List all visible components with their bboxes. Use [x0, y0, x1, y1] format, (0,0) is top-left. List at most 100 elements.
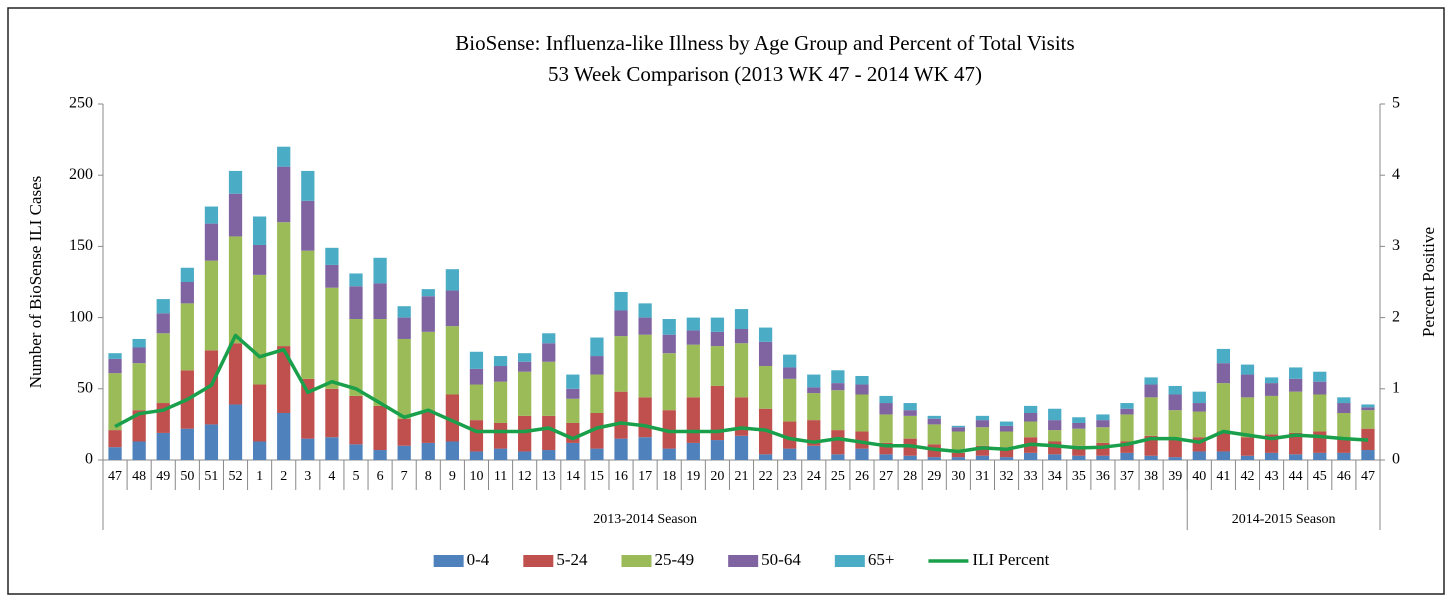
bar [734, 435, 749, 460]
bar [783, 421, 797, 449]
bar [1144, 377, 1158, 385]
bar [1120, 452, 1134, 460]
x-tick-label: 22 [759, 469, 773, 484]
bar [445, 441, 459, 460]
bar [1096, 442, 1110, 456]
bar [397, 306, 411, 318]
bar [180, 267, 194, 282]
bar [951, 427, 965, 432]
bar [1240, 374, 1255, 398]
x-tick-label: 34 [1048, 469, 1062, 484]
bar [1192, 451, 1206, 460]
bar [1168, 394, 1182, 411]
bar [228, 236, 243, 344]
bar [325, 437, 339, 460]
bar [831, 390, 845, 431]
group-label: 2013-2014 Season [593, 512, 697, 527]
bar [1168, 385, 1182, 395]
y2-tick-label: 3 [1392, 237, 1400, 254]
bar [421, 289, 435, 297]
bar [951, 425, 965, 428]
legend-label: ILI Percent [972, 550, 1049, 569]
bar [445, 290, 459, 327]
bar [277, 166, 291, 223]
bar [879, 395, 893, 404]
bar [1361, 404, 1375, 408]
bar [758, 341, 773, 367]
bar [301, 438, 315, 460]
bar [349, 395, 363, 445]
bar [1216, 431, 1231, 452]
y-tick-label: 0 [85, 451, 93, 468]
bar [349, 286, 363, 320]
bar [132, 363, 146, 411]
y2-tick-label: 4 [1392, 166, 1400, 183]
bar [662, 448, 676, 460]
bar [807, 393, 821, 421]
bar [1120, 408, 1134, 415]
x-tick-label: 35 [1072, 469, 1086, 484]
bar [1361, 450, 1375, 460]
bar [1144, 397, 1158, 436]
bar [566, 442, 580, 460]
bar [951, 457, 965, 460]
bar [566, 398, 580, 423]
bar [1216, 363, 1231, 384]
x-tick-label: 27 [879, 469, 893, 484]
bar [252, 244, 267, 275]
x-tick-label: 6 [377, 469, 384, 484]
bar [590, 356, 604, 375]
bar [1216, 348, 1231, 364]
bar [1024, 421, 1038, 438]
y-axis-title: Number of BioSense ILI Cases [26, 176, 45, 388]
bar [518, 451, 532, 460]
bar [132, 410, 146, 442]
bar [180, 282, 194, 304]
bar [397, 445, 411, 460]
chart-frame [7, 7, 1445, 595]
x-tick-label: 30 [951, 469, 965, 484]
bar [975, 445, 990, 456]
bar [879, 414, 893, 443]
x-tick-label: 20 [710, 469, 724, 484]
bar [734, 328, 749, 344]
bar [662, 319, 676, 335]
bar [1072, 422, 1086, 429]
x-tick-label: 51 [204, 469, 218, 484]
x-tick-label: 36 [1096, 469, 1110, 484]
bar [132, 347, 146, 364]
bar [325, 388, 339, 438]
bar [1120, 403, 1134, 409]
bar [445, 394, 459, 442]
bar [301, 250, 315, 379]
bar [614, 291, 628, 311]
bar [927, 424, 941, 445]
bar [421, 410, 435, 443]
bar [518, 371, 532, 416]
bar [156, 313, 170, 334]
bar [1096, 420, 1110, 428]
bar [1313, 394, 1327, 432]
bar [710, 331, 725, 347]
x-tick-label: 19 [686, 469, 700, 484]
bar [108, 373, 122, 431]
bar [349, 444, 363, 460]
bar [1337, 397, 1351, 404]
bar [1048, 408, 1062, 421]
bar [1048, 420, 1062, 431]
bar [1072, 445, 1086, 456]
bar [855, 384, 869, 395]
bar [999, 457, 1014, 460]
bar [879, 403, 893, 415]
bar [1289, 432, 1303, 455]
legend-swatch [621, 555, 652, 567]
bar [1192, 403, 1206, 412]
bar [1096, 455, 1110, 460]
bar [493, 366, 508, 382]
bar [518, 361, 532, 372]
legend-swatch [433, 555, 464, 567]
x-tick-label: 7 [401, 469, 408, 484]
bar [301, 378, 315, 439]
x-tick-label: 45 [1313, 469, 1327, 484]
bar [831, 430, 845, 455]
